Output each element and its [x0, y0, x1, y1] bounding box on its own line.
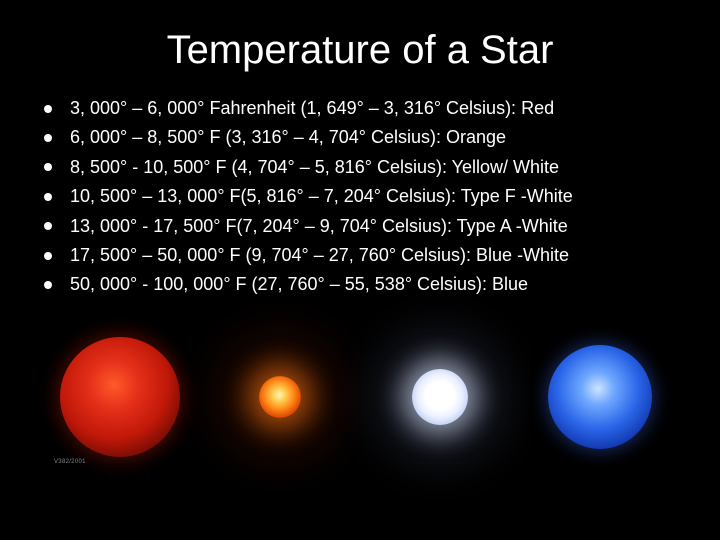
list-item: 13, 000° - 17, 500° F(7, 204° – 9, 704° … [44, 215, 700, 238]
list-item: 8, 500° - 10, 500° F (4, 704° – 5, 816° … [44, 156, 700, 179]
bullet-text: 17, 500° – 50, 000° F (9, 704° – 27, 760… [70, 244, 569, 267]
star-image-white [370, 327, 510, 467]
bullet-list: 3, 000° – 6, 000° Fahrenheit (1, 649° – … [0, 97, 720, 297]
star-images-row: V382/2001 [0, 327, 720, 467]
bullet-icon [44, 105, 52, 113]
blue-star-icon [548, 345, 652, 449]
bullet-icon [44, 222, 52, 230]
bullet-text: 3, 000° – 6, 000° Fahrenheit (1, 649° – … [70, 97, 554, 120]
list-item: 10, 500° – 13, 000° F(5, 816° – 7, 204° … [44, 185, 700, 208]
white-star-icon [412, 369, 468, 425]
bullet-icon [44, 134, 52, 142]
red-star-icon [60, 337, 180, 457]
bullet-text: 50, 000° - 100, 000° F (27, 760° – 55, 5… [70, 273, 528, 296]
bullet-text: 6, 000° – 8, 500° F (3, 316° – 4, 704° C… [70, 126, 506, 149]
red-star-caption: V382/2001 [54, 459, 86, 465]
list-item: 50, 000° - 100, 000° F (27, 760° – 55, 5… [44, 273, 700, 296]
bullet-icon [44, 281, 52, 289]
list-item: 17, 500° – 50, 000° F (9, 704° – 27, 760… [44, 244, 700, 267]
slide-title: Temperature of a Star [0, 0, 720, 97]
bullet-text: 13, 000° - 17, 500° F(7, 204° – 9, 704° … [70, 215, 568, 238]
bullet-text: 10, 500° – 13, 000° F(5, 816° – 7, 204° … [70, 185, 573, 208]
list-item: 3, 000° – 6, 000° Fahrenheit (1, 649° – … [44, 97, 700, 120]
list-item: 6, 000° – 8, 500° F (3, 316° – 4, 704° C… [44, 126, 700, 149]
bullet-icon [44, 193, 52, 201]
bullet-text: 8, 500° - 10, 500° F (4, 704° – 5, 816° … [70, 156, 559, 179]
star-image-red: V382/2001 [50, 327, 190, 467]
orange-star-icon [259, 376, 301, 418]
bullet-icon [44, 252, 52, 260]
bullet-icon [44, 163, 52, 171]
star-image-orange [210, 327, 350, 467]
star-image-blue [530, 327, 670, 467]
